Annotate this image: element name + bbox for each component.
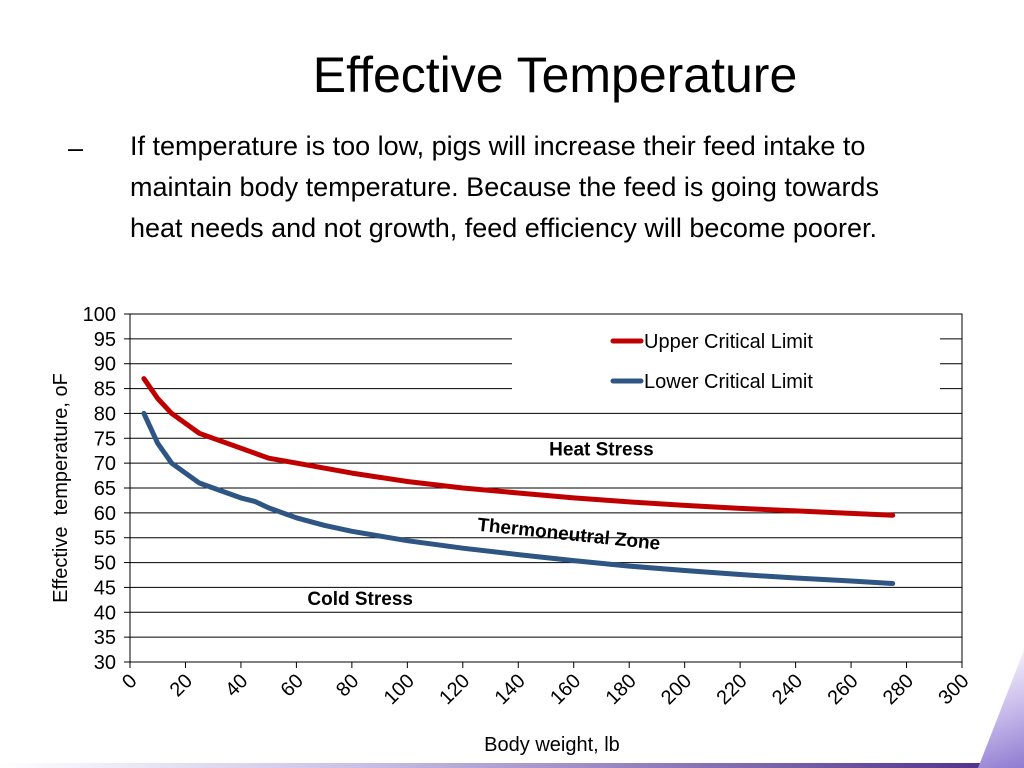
x-tick-label: 0 bbox=[118, 670, 141, 693]
bullet-line-1: If temperature is too low, pigs will inc… bbox=[130, 131, 866, 161]
legend-label: Upper Critical Limit bbox=[644, 331, 813, 353]
zone-annotations: Heat Stress Thermoneutral Zone Cold Stress bbox=[307, 440, 661, 610]
footer-bar bbox=[0, 763, 1024, 768]
series-line-lower-critical-limit bbox=[141, 410, 896, 586]
x-tick-label: 120 bbox=[435, 670, 474, 709]
x-tick-label: 200 bbox=[657, 670, 696, 709]
y-tick-label: 95 bbox=[94, 329, 116, 351]
bullet-line-3: heat needs and not growth, feed efficien… bbox=[130, 213, 877, 243]
x-tick-label: 40 bbox=[221, 670, 252, 701]
grid-lines bbox=[130, 313, 962, 663]
y-tick-label: 55 bbox=[94, 528, 116, 550]
x-tick-label: 260 bbox=[823, 670, 862, 709]
x-tick-label: 300 bbox=[934, 670, 973, 709]
slide-title: Effective Temperature bbox=[312, 47, 798, 103]
y-tick-label: 90 bbox=[94, 354, 116, 376]
x-tick-label: 180 bbox=[602, 670, 641, 709]
y-tick-label: 45 bbox=[94, 577, 116, 599]
annotation-label: Cold Stress bbox=[307, 589, 413, 610]
y-tick-label: 40 bbox=[94, 602, 116, 624]
x-tick-label: 240 bbox=[768, 670, 807, 709]
x-tick-label: 60 bbox=[277, 670, 308, 701]
x-tick-label: 280 bbox=[879, 670, 918, 709]
bullet-text: If temperature is too low, pigs will inc… bbox=[130, 126, 1010, 249]
y-tick-label: 70 bbox=[94, 453, 116, 475]
legend: Upper Critical Limit Lower Critical Limit bbox=[512, 326, 940, 404]
x-axis-label: Body weight, lb bbox=[484, 734, 620, 756]
y-tick-label: 75 bbox=[94, 428, 116, 450]
series-lines bbox=[141, 376, 896, 586]
y-tick-label: 50 bbox=[94, 553, 116, 575]
x-tick-label: 140 bbox=[491, 670, 530, 709]
x-tick-label: 160 bbox=[546, 670, 585, 709]
legend-box bbox=[512, 326, 940, 404]
x-tick-label: 100 bbox=[380, 670, 419, 709]
y-axis-label: Effective temperature, oF bbox=[50, 373, 72, 603]
bullet-marker: – bbox=[68, 133, 84, 163]
y-tick-label: 65 bbox=[94, 478, 116, 500]
y-tick-label: 80 bbox=[94, 403, 116, 425]
plot-frame bbox=[129, 313, 963, 663]
y-tick-label: 35 bbox=[94, 627, 116, 649]
y-tick-label: 85 bbox=[94, 379, 116, 401]
legend-label: Lower Critical Limit bbox=[644, 371, 813, 393]
x-tick-label: 20 bbox=[166, 670, 197, 701]
y-tick-label: 100 bbox=[83, 304, 116, 326]
series-line-upper-critical-limit bbox=[141, 376, 896, 518]
annotation-label: Heat Stress bbox=[549, 440, 654, 461]
x-tick-label: 80 bbox=[332, 670, 363, 701]
x-tick-label: 220 bbox=[713, 670, 752, 709]
annotation-label: Thermoneutral Zone bbox=[476, 515, 661, 555]
y-tick-label: 60 bbox=[94, 503, 116, 525]
y-tick-label: 30 bbox=[94, 652, 116, 674]
bullet-line-2: maintain body temperature. Because the f… bbox=[130, 172, 879, 202]
